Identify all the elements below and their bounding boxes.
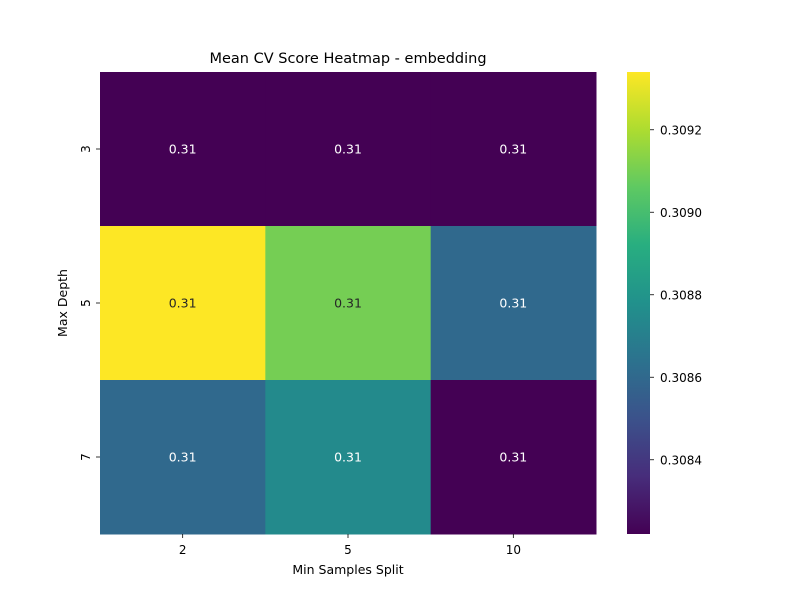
heatmap-cell <box>100 226 266 381</box>
x-tick-label: 5 <box>344 543 352 557</box>
colorbar-tick-label: 0.3084 <box>660 453 702 467</box>
cell-value-label: 0.31 <box>334 450 362 465</box>
colorbar-tick-label: 0.3088 <box>660 288 702 302</box>
heatmap-cell <box>265 380 432 535</box>
y-tick-label: 3 <box>79 145 93 153</box>
x-axis-label: Min Samples Split <box>292 562 403 577</box>
y-tick-label: 5 <box>79 299 93 307</box>
colorbar <box>627 72 650 534</box>
heatmap-cell <box>430 226 597 381</box>
y-axis-ticks: 3 5 7 <box>79 145 100 461</box>
heatmap-cell <box>100 380 266 535</box>
cell-value-label: 0.31 <box>334 142 362 157</box>
x-axis-ticks: 2 5 10 <box>179 534 521 557</box>
heatmap-cell <box>100 72 266 227</box>
heatmap-cell <box>430 380 597 535</box>
cell-value-label: 0.31 <box>169 296 197 311</box>
heatmap-cell-labels: 0.31 0.31 0.31 0.31 0.31 0.31 0.31 0.31 0.31 <box>169 142 528 465</box>
x-tick-label: 10 <box>506 543 521 557</box>
cell-value-label: 0.31 <box>499 296 527 311</box>
x-tick-label: 2 <box>179 543 187 557</box>
colorbar-tick-label: 0.3090 <box>660 206 702 220</box>
heatmap-cell <box>265 226 432 381</box>
colorbar-ticks: 0.3084 0.3086 0.3088 0.3090 0.3092 <box>650 123 702 467</box>
colorbar-tick-label: 0.3086 <box>660 371 702 385</box>
y-tick-label: 7 <box>79 453 93 461</box>
cell-value-label: 0.31 <box>169 450 197 465</box>
y-axis-label: Max Depth <box>55 269 70 337</box>
cell-value-label: 0.31 <box>334 296 362 311</box>
heatmap-cell <box>430 72 597 227</box>
heatmap-cells <box>100 72 597 535</box>
chart-title: Mean CV Score Heatmap - embedding <box>209 51 486 67</box>
cell-value-label: 0.31 <box>499 450 527 465</box>
cell-value-label: 0.31 <box>499 142 527 157</box>
heatmap-cell <box>265 72 432 227</box>
colorbar-tick-label: 0.3092 <box>660 123 702 137</box>
cell-value-label: 0.31 <box>169 142 197 157</box>
